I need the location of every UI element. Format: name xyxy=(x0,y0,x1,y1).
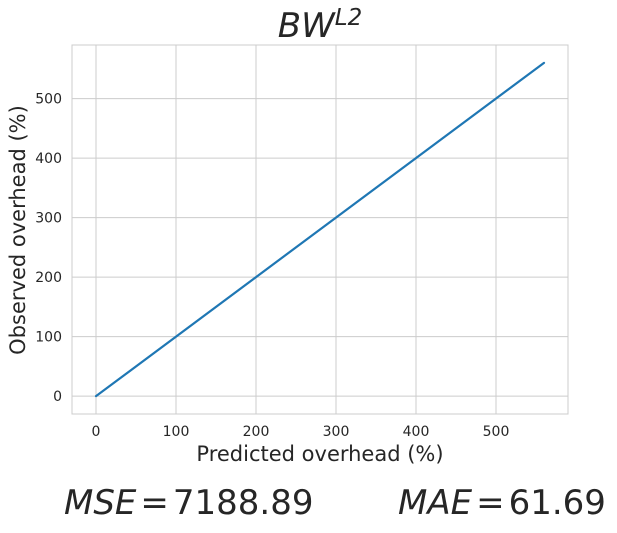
mse-equals: = xyxy=(140,483,169,523)
y-tick-label: 500 xyxy=(35,92,62,108)
x-tick-label: 100 xyxy=(163,424,190,440)
mae-metric: MAE = 61.69 xyxy=(398,483,606,523)
plot-frame xyxy=(71,44,569,415)
mae-value: 61.69 xyxy=(508,483,606,523)
y-axis-label: Observed overhead (%) xyxy=(6,105,30,355)
y-tick-label: 400 xyxy=(35,151,62,167)
y-tick-label: 300 xyxy=(35,211,62,227)
x-axis-label: Predicted overhead (%) xyxy=(196,442,443,466)
y-tick-label: 0 xyxy=(53,389,62,405)
chart-title: BWL2 xyxy=(278,5,362,46)
chart-title-superscript: L2 xyxy=(335,5,362,31)
mae-equals: = xyxy=(476,483,505,523)
y-tick-label: 200 xyxy=(35,270,62,286)
mse-value: 7188.89 xyxy=(172,483,314,523)
mse-metric: MSE = 7188.89 xyxy=(64,483,314,523)
y-tick-labels: 0 100 200 300 400 500 xyxy=(35,92,62,406)
x-tick-label: 300 xyxy=(323,424,350,440)
chart-title-base: BW xyxy=(278,6,336,46)
series-layer xyxy=(94,61,546,398)
x-tick-label: 400 xyxy=(403,424,430,440)
grid xyxy=(72,45,568,414)
mse-name: MSE xyxy=(64,483,137,523)
x-tick-label: 500 xyxy=(483,424,510,440)
x-tick-labels: 0 100 200 300 400 500 xyxy=(92,424,510,440)
y-tick-label: 100 xyxy=(35,330,62,346)
chart: BWL2 0 100 200 300 400 500 0 100 200 300 400 500 P… xyxy=(6,5,569,466)
x-tick-label: 200 xyxy=(243,424,270,440)
x-tick-label: 0 xyxy=(92,424,101,440)
series-line xyxy=(94,61,546,398)
mae-name: MAE xyxy=(398,483,473,523)
